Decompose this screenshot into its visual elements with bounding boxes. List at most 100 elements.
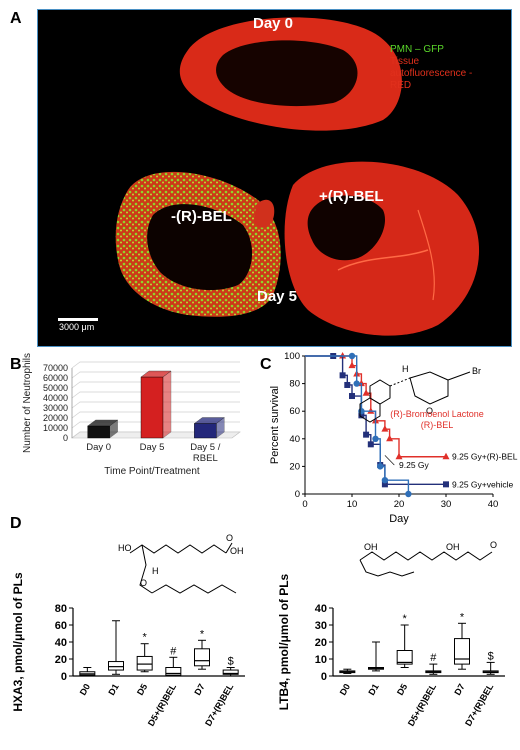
chart-c-point bbox=[362, 389, 370, 396]
chart-c-point bbox=[353, 380, 360, 387]
chart-d-xtick: D5+(R)BEL bbox=[406, 682, 439, 728]
chart-d-ytick: 40 bbox=[315, 603, 327, 615]
chart-c-series-line bbox=[305, 355, 446, 458]
legend-tissue-1: Tissue bbox=[390, 56, 420, 67]
chart-c-point bbox=[358, 412, 365, 419]
chart-c-ytick: 40 bbox=[289, 434, 300, 445]
ltb4-chain-top bbox=[359, 551, 493, 561]
chart-b-gridline bbox=[71, 361, 240, 369]
chart-c-point bbox=[381, 481, 388, 488]
chart-d-xtick: D7+(R)BEL bbox=[203, 682, 236, 728]
chart-c-point bbox=[381, 477, 389, 484]
bel-vinyl-bond bbox=[447, 371, 471, 381]
hxa3-atom-epoxide-o: O bbox=[140, 578, 147, 588]
chart-b-ytick: 10000 bbox=[43, 423, 68, 433]
chart-c-xtick: 30 bbox=[441, 499, 452, 510]
chart-c-compound-name: (R)-Bromoenol Lactone bbox=[390, 409, 484, 419]
hxa3-carboxyl bbox=[225, 542, 233, 554]
chart-d-sig-marker: # bbox=[430, 652, 437, 664]
chart-b-gridline bbox=[71, 431, 240, 439]
chart-b-base bbox=[71, 431, 241, 439]
chart-b-ytick: 20000 bbox=[43, 413, 68, 423]
legend-tissue-2: autofluorescence - bbox=[390, 68, 473, 79]
chart-c-compound-abbr: (R)-BEL bbox=[421, 420, 454, 430]
chart-d-ytick: 0 bbox=[61, 671, 67, 683]
chart-d-ylabel: HXA3, pmol/μmol of PLs bbox=[11, 572, 25, 712]
chart-d-box bbox=[425, 670, 442, 674]
chart-c-xtick: 40 bbox=[488, 499, 499, 510]
bel-atom-o: O bbox=[426, 406, 433, 416]
chart-c-xtick: 10 bbox=[347, 499, 358, 510]
chart-c-point bbox=[443, 481, 449, 488]
chart-d-box bbox=[136, 655, 153, 671]
chart-d-xtick: D0 bbox=[78, 682, 92, 697]
chart-d-xtick: D7 bbox=[192, 682, 206, 697]
chart-b-xtick: RBEL bbox=[193, 453, 218, 464]
hxa3-atom-o: O bbox=[226, 533, 233, 543]
chart-b-gridline bbox=[71, 381, 240, 389]
chart-d-ytick: 10 bbox=[315, 654, 327, 666]
bel-ring-2 bbox=[359, 397, 381, 423]
chart-b-xtick: Day 5 bbox=[140, 442, 165, 453]
ltb4-atom-oh1: OH bbox=[364, 542, 378, 552]
panel-label-c: C bbox=[260, 356, 272, 373]
chart-d-ytick: 0 bbox=[321, 671, 327, 683]
chart-d-box bbox=[194, 648, 210, 667]
hxa3-chain-mid bbox=[139, 544, 153, 594]
chart-d-xtick: D7+(R)BEL bbox=[463, 682, 496, 728]
chart-d-box bbox=[368, 667, 384, 670]
chart-c-xtick: 20 bbox=[394, 499, 405, 510]
chart-c-series-label: 9.25 Gy+vehicle bbox=[452, 479, 513, 489]
chart-d-box bbox=[79, 671, 96, 676]
chart-c-point bbox=[353, 369, 361, 377]
chart-c-series-label: 9.25 Gy+(R)-BEL bbox=[452, 452, 518, 462]
chart-c-point bbox=[386, 434, 394, 442]
chart-c-point bbox=[442, 452, 450, 460]
chart-c-point bbox=[344, 381, 351, 388]
chart-c-point bbox=[363, 431, 370, 438]
chart-d-box bbox=[108, 661, 124, 671]
chart-c-point bbox=[367, 407, 375, 414]
chart-d-xtick: D5 bbox=[395, 682, 409, 697]
hxa3-atom-h: H bbox=[152, 566, 159, 576]
bel-bond bbox=[389, 377, 411, 387]
chart-d-xtick: D0 bbox=[338, 682, 352, 697]
chart-c-point bbox=[349, 393, 355, 400]
panel-label-a: A bbox=[10, 10, 22, 27]
chart-c-dose-annotation: 9.25 Gy bbox=[399, 460, 430, 470]
micrograph-image bbox=[58, 17, 480, 336]
hxa3-atom-ho: HO bbox=[118, 543, 132, 553]
chart-d-xtick: D5+(R)BEL bbox=[146, 682, 179, 728]
label-day0: Day 0 bbox=[253, 15, 294, 32]
chart-c-xtick: 0 bbox=[302, 499, 307, 510]
label-minus-bel: -(R)-BEL bbox=[171, 208, 232, 225]
legend-gfp: PMN – GFP bbox=[390, 44, 444, 55]
chart-d-box bbox=[222, 669, 239, 675]
chart-c-point bbox=[377, 462, 384, 469]
chart-b-bar bbox=[140, 376, 164, 439]
chart-d-sig-marker: * bbox=[403, 613, 408, 625]
chart-b-bar-top bbox=[193, 417, 225, 424]
chart-d-xtick: D1 bbox=[106, 682, 120, 697]
chart-b-bar-side bbox=[216, 417, 225, 439]
chart-b-xlabel: Time Point/Treatment bbox=[104, 466, 200, 477]
chart-b-ylabel: Number of Neutrophils bbox=[22, 353, 33, 453]
chart-b-bar-top bbox=[87, 419, 119, 427]
chart-b-gridline bbox=[71, 401, 240, 409]
panel-label-b: B bbox=[10, 356, 22, 373]
panel-label-d: D bbox=[10, 515, 22, 532]
chart-b-bar bbox=[194, 423, 217, 439]
chart-d-box bbox=[482, 670, 499, 674]
chart-c-ytick: 100 bbox=[284, 351, 300, 362]
chart-b-ytick: 50000 bbox=[43, 383, 68, 393]
chart-c-point bbox=[372, 435, 379, 442]
chart-b-gridline bbox=[71, 411, 240, 419]
bel-ring-1 bbox=[369, 379, 391, 405]
chart-d-sig-marker: * bbox=[143, 632, 148, 644]
chart-c-point bbox=[395, 452, 403, 460]
ltb4-atom-oh2: OH bbox=[446, 542, 460, 552]
chart-d-ytick: 40 bbox=[55, 637, 67, 649]
chart-b-gridline bbox=[71, 391, 240, 399]
ltb4-chain-bottom bbox=[359, 559, 415, 577]
chart-d-sig-marker: * bbox=[460, 611, 465, 623]
